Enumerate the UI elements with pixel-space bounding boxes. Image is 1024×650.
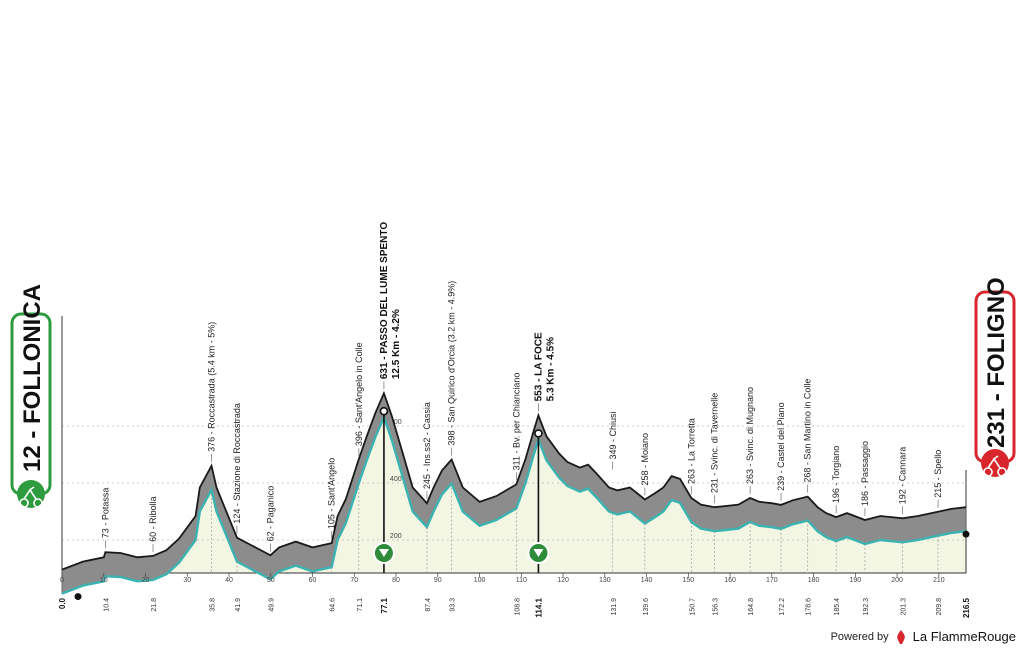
point-label: 73 - Potassa <box>100 488 110 539</box>
point-label: 396 - Sant'Angelo in Colle <box>354 342 364 446</box>
km-label: 71.1 <box>357 598 364 612</box>
point-label: 553 - LA FOCE <box>533 332 544 401</box>
point-label: 186 - Passaggio <box>860 441 870 506</box>
km-label: 172.2 <box>779 598 786 616</box>
point-label: 245 - Ins.ss2 - Cassia <box>422 402 432 489</box>
kom-markers <box>372 406 550 573</box>
finish-badge: 231 - FOLIGNO <box>974 277 1016 477</box>
x-tick-label: 110 <box>516 577 527 584</box>
x-tick-label: 70 <box>350 577 358 584</box>
x-tick-label: 50 <box>267 577 275 584</box>
point-label: 263 - Svinc. di Mugnano <box>745 387 755 484</box>
x-tick-label: 140 <box>641 577 653 584</box>
climb-stats: 5.3 Km - 4.5% <box>545 337 556 402</box>
point-label: 105 - Sant'Angelo <box>327 458 337 529</box>
ridge-line <box>61 390 967 571</box>
km-label: 93.3 <box>450 598 457 612</box>
km-label: 87.4 <box>425 598 432 612</box>
brand-name: La FlammeRouge <box>912 629 1016 644</box>
endpoint-dot <box>74 593 82 601</box>
climb-stats: 12.5 Km - 4.2% <box>391 309 402 379</box>
km-label: 185.4 <box>834 598 841 616</box>
altitude-tick-200: 200 <box>390 533 402 540</box>
point-label: 631 - PASSO DEL LUME SPENTO <box>379 222 390 379</box>
footer: Powered by La FlammeRouge <box>831 629 1016 644</box>
point-label: 60 - Ribolla <box>148 496 158 542</box>
km-label: 192.3 <box>863 598 870 616</box>
point-label: 192 - Cannara <box>898 447 908 505</box>
km-label: 49.9 <box>268 598 275 612</box>
endpoint-dot <box>962 530 970 538</box>
flame-logo-icon <box>896 629 905 644</box>
km-label: 139.6 <box>643 598 650 616</box>
start-badge-label: 12 - FOLLONICA <box>19 284 46 472</box>
x-tick-label: 190 <box>850 577 862 584</box>
kom-triangle-icon <box>533 549 544 557</box>
point-label: 311 - Bv. per Chianciano <box>511 373 521 471</box>
point-label: 349 - Chiusi <box>608 412 618 460</box>
km-label: 10.4 <box>103 598 110 612</box>
point-label: 239 - Castel del Piano <box>776 402 786 491</box>
km-label: 209.8 <box>936 598 943 616</box>
route-trace <box>61 413 967 595</box>
km-label: 0.0 <box>58 597 67 609</box>
x-tick-label: 170 <box>766 577 778 584</box>
km-label: 41.9 <box>235 598 242 612</box>
km-label: 114.1 <box>534 597 543 617</box>
km-label: 164.8 <box>748 598 755 616</box>
x-tick-label: 130 <box>599 577 611 584</box>
point-label: 124 - Stazione di Roccastrada <box>232 403 242 524</box>
x-tick-label: 210 <box>933 577 945 584</box>
km-label: 150.7 <box>689 598 696 616</box>
km-label: 201.3 <box>901 598 908 616</box>
x-tick-label: 10 <box>100 577 108 584</box>
km-label: 131.9 <box>611 598 618 616</box>
x-tick-label: 150 <box>682 577 694 584</box>
x-tick-label: 100 <box>474 577 486 584</box>
x-tick-label: 30 <box>183 577 191 584</box>
point-label: 196 - Torgiano <box>831 446 841 503</box>
km-label: 21.8 <box>151 598 158 612</box>
km-label: 156.3 <box>713 598 720 616</box>
point-label: 398 - San Quirico d'Orcia (3.2 km - 4.9%… <box>447 281 457 446</box>
altitude-tick-400: 400 <box>390 476 402 483</box>
x-tick-label: 60 <box>309 577 317 584</box>
point-label: 263 - La Torretta <box>686 418 696 484</box>
x-tick-label: 0 <box>60 577 64 584</box>
x-tick-label: 90 <box>434 577 442 584</box>
x-tick-label: 40 <box>225 577 233 584</box>
km-label: 216.5 <box>962 597 971 618</box>
point-label: 62 - Paganico <box>265 486 275 542</box>
kom-top-dot <box>379 406 389 416</box>
x-tick-label: 160 <box>724 577 736 584</box>
x-tick-label: 80 <box>392 577 400 584</box>
point-label: 268 - San Martino in Colle <box>803 379 813 483</box>
powered-by-text: Powered by <box>830 630 889 643</box>
point-label: 231 - Svinc. di Tavernelle <box>710 393 720 493</box>
x-tick-label: 20 <box>142 577 150 584</box>
point-label: 258 - Moiano <box>640 433 650 486</box>
kom-triangle-icon <box>378 549 389 557</box>
km-label: 35.8 <box>209 598 216 612</box>
x-tick-label: 120 <box>557 577 569 584</box>
finish-cyclist-icon <box>981 449 1009 477</box>
finish-badge-label: 231 - FOLIGNO <box>983 277 1010 448</box>
x-tick-label: 200 <box>891 577 903 584</box>
altitude-tick-600: 600 <box>390 419 402 426</box>
point-label: 215 - Spello <box>933 450 943 498</box>
km-label: 108.8 <box>514 598 521 616</box>
point-labels: 73 - Potassa 60 - Ribolla 376 - Roccastrad… <box>100 222 943 552</box>
x-axis: 0.0 10.4 21.8 35.8 41.9 49.9 64.6 71.1 77.1 87.4 9… <box>58 573 971 618</box>
km-label: 178.6 <box>806 598 813 616</box>
km-label: 64.6 <box>330 598 337 612</box>
kom-top-dot <box>534 429 543 438</box>
start-badge: 12 - FOLLONICA <box>10 284 52 508</box>
x-tick-label: 180 <box>808 577 820 584</box>
point-label: 376 - Roccastrada (5.4 km - 5%) <box>206 322 216 452</box>
profile-ribbon <box>61 390 967 595</box>
km-label: 77.1 <box>380 597 389 613</box>
start-cyclist-icon <box>17 480 45 508</box>
